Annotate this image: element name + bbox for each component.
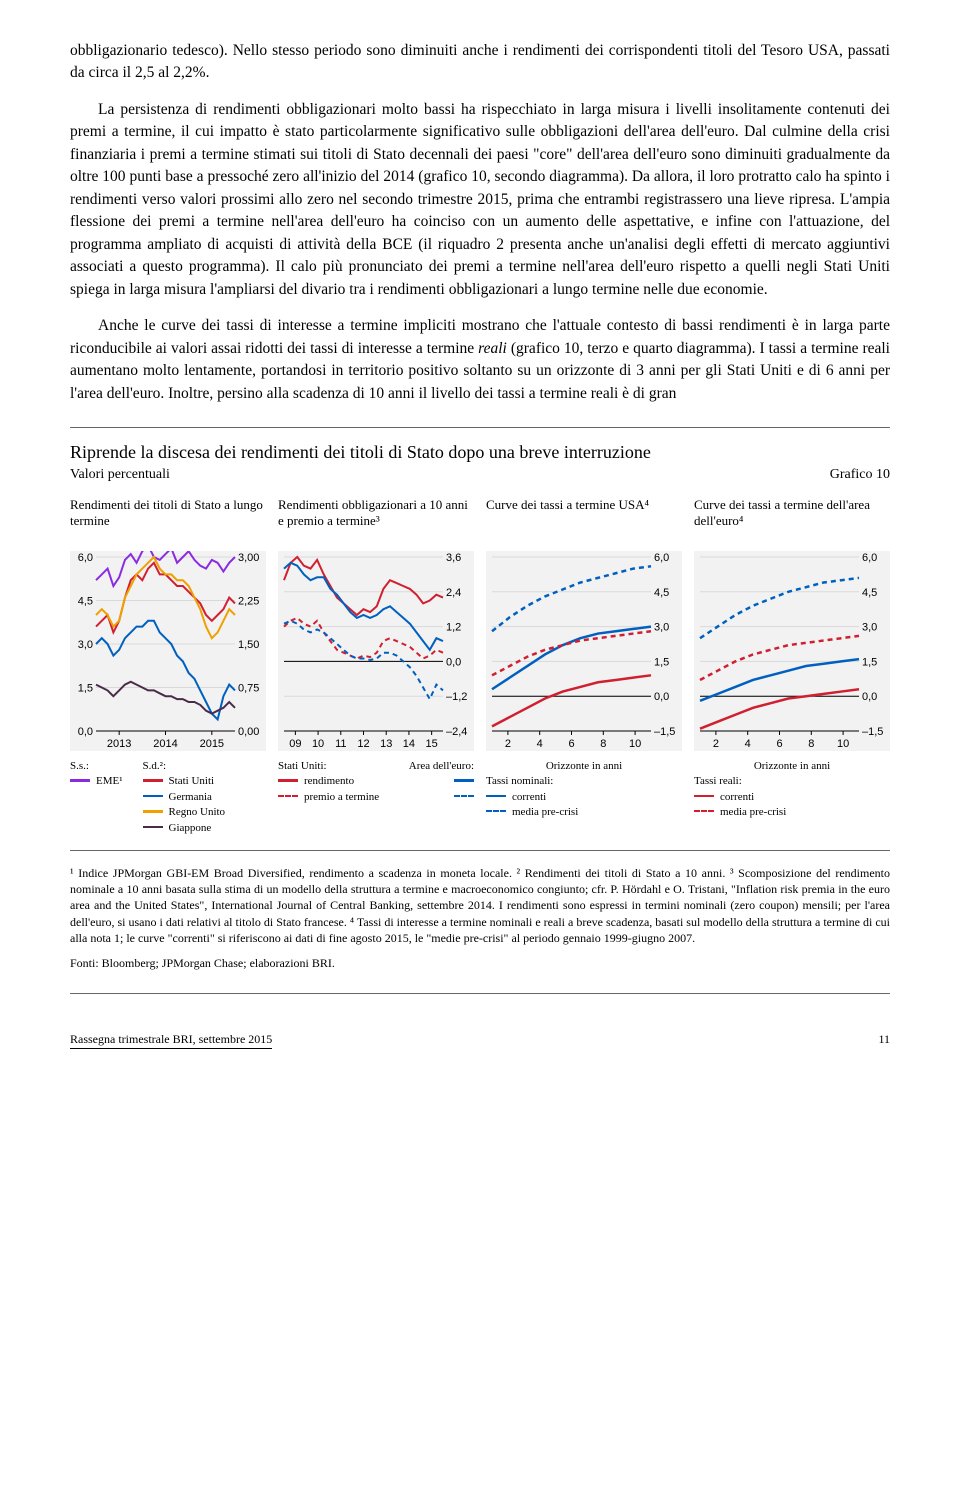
chart-top-divider <box>70 427 890 428</box>
chart-bottom-divider <box>70 993 890 994</box>
svg-text:1,5: 1,5 <box>78 683 93 695</box>
chart-footnotes: ¹ Indice JPMorgan GBI-EM Broad Diversifi… <box>70 865 890 946</box>
panel-3-legend: Orizzonte in anni Tassi nominali: corren… <box>486 759 682 821</box>
svg-text:4: 4 <box>537 738 543 750</box>
svg-text:14: 14 <box>403 738 415 750</box>
svg-text:0,0: 0,0 <box>654 691 669 703</box>
page-footer: Rassegna trimestrale BRI, settembre 2015… <box>70 1024 890 1049</box>
svg-text:11: 11 <box>335 738 346 750</box>
svg-text:–1,2: –1,2 <box>446 691 467 703</box>
svg-text:2014: 2014 <box>153 738 177 750</box>
svg-text:6,0: 6,0 <box>654 552 669 564</box>
svg-text:–2,4: –2,4 <box>446 726 467 738</box>
svg-text:4,5: 4,5 <box>862 587 877 599</box>
svg-text:4,5: 4,5 <box>654 587 669 599</box>
p3-italic: reali <box>478 340 507 357</box>
chart-subtitle-left: Valori percentuali <box>70 467 170 483</box>
panel-2-legend: Stati Uniti:Area dell'euro: rendimento p… <box>278 759 474 805</box>
svg-text:3,6: 3,6 <box>446 552 461 564</box>
panel-1: Rendimenti dei titoli di Stato a lungo t… <box>70 497 266 836</box>
paragraph-3: Anche le curve dei tassi di interesse a … <box>70 315 890 405</box>
svg-text:8: 8 <box>600 738 606 750</box>
panel-3-chart: 6,0 4,5 3,0 1,5 0,0 –1,5 2 4 6 8 10 <box>486 551 682 751</box>
svg-text:3,0: 3,0 <box>78 639 93 651</box>
panel-3: Curve dei tassi a termine USA⁴ 6,0 4,5 3,0… <box>486 497 682 836</box>
chart-title: Riprende la discesa dei rendimenti dei t… <box>70 442 890 463</box>
svg-text:2013: 2013 <box>107 738 131 750</box>
svg-text:6: 6 <box>776 738 782 750</box>
svg-text:3,0: 3,0 <box>862 622 877 634</box>
svg-text:2015: 2015 <box>200 738 224 750</box>
panel-2-chart: 3,6 2,4 1,2 0,0 –1,2 –2,4 09 10 11 12 13 14 15 <box>278 551 474 751</box>
chart-sources: Fonti: Bloomberg; JPMorgan Chase; elabor… <box>70 956 890 971</box>
svg-text:0,00: 0,00 <box>238 726 259 738</box>
svg-text:0,0: 0,0 <box>78 726 93 738</box>
svg-text:10: 10 <box>629 738 641 750</box>
svg-text:2,4: 2,4 <box>446 587 461 599</box>
svg-text:13: 13 <box>380 738 392 750</box>
panel-4: Curve dei tassi a termine dell'area dell… <box>694 497 890 836</box>
panel-1-chart: 3,00 2,25 1,50 0,75 0,00 6,0 4,5 3,0 1,5 0,0 2013 2… <box>70 551 266 751</box>
panel-4-chart: 6,0 4,5 3,0 1,5 0,0 –1,5 2 4 6 8 10 <box>694 551 890 751</box>
svg-text:1,50: 1,50 <box>238 639 259 651</box>
svg-text:2: 2 <box>505 738 511 750</box>
panel-1-title: Rendimenti dei titoli di Stato a lungo t… <box>70 497 266 547</box>
svg-text:1,5: 1,5 <box>654 656 669 668</box>
footer-page-number: 11 <box>878 1032 890 1049</box>
panel-1-legend: S.s.: EME¹ S.d.²: Stati Uniti Germania R… <box>70 759 266 836</box>
paragraph-1: obbligazionario tedesco). Nello stesso p… <box>70 40 890 85</box>
svg-text:4,5: 4,5 <box>78 596 93 608</box>
chart-mid-divider <box>70 850 890 851</box>
svg-text:10: 10 <box>312 738 324 750</box>
panel-2: Rendimenti obbligazionari a 10 anni e pr… <box>278 497 474 836</box>
svg-text:6: 6 <box>568 738 574 750</box>
panel-3-title: Curve dei tassi a termine USA⁴ <box>486 497 682 547</box>
svg-text:1,5: 1,5 <box>862 656 877 668</box>
svg-text:4: 4 <box>745 738 751 750</box>
svg-text:09: 09 <box>289 738 301 750</box>
svg-text:3,00: 3,00 <box>238 552 259 564</box>
svg-text:0,0: 0,0 <box>862 691 877 703</box>
panel-4-legend: Orizzonte in anni Tassi reali: correnti … <box>694 759 890 821</box>
paragraph-2: La persistenza di rendimenti obbligazion… <box>70 99 890 301</box>
svg-text:2: 2 <box>713 738 719 750</box>
svg-text:0,0: 0,0 <box>446 656 461 668</box>
footer-left: Rassegna trimestrale BRI, settembre 2015 <box>70 1032 272 1049</box>
svg-text:3,0: 3,0 <box>654 622 669 634</box>
svg-text:0,75: 0,75 <box>238 683 259 695</box>
svg-text:–1,5: –1,5 <box>654 726 675 738</box>
svg-text:2,25: 2,25 <box>238 596 259 608</box>
chart-subtitle-right: Grafico 10 <box>830 467 890 483</box>
panel-2-title: Rendimenti obbligazionari a 10 anni e pr… <box>278 497 474 547</box>
svg-text:10: 10 <box>837 738 849 750</box>
chart-panels: Rendimenti dei titoli di Stato a lungo t… <box>70 497 890 836</box>
svg-text:15: 15 <box>426 738 438 750</box>
svg-text:6,0: 6,0 <box>78 552 93 564</box>
svg-text:8: 8 <box>808 738 814 750</box>
svg-text:6,0: 6,0 <box>862 552 877 564</box>
svg-text:1,2: 1,2 <box>446 622 461 634</box>
svg-text:–1,5: –1,5 <box>862 726 883 738</box>
svg-text:12: 12 <box>357 738 369 750</box>
panel-4-title: Curve dei tassi a termine dell'area dell… <box>694 497 890 547</box>
